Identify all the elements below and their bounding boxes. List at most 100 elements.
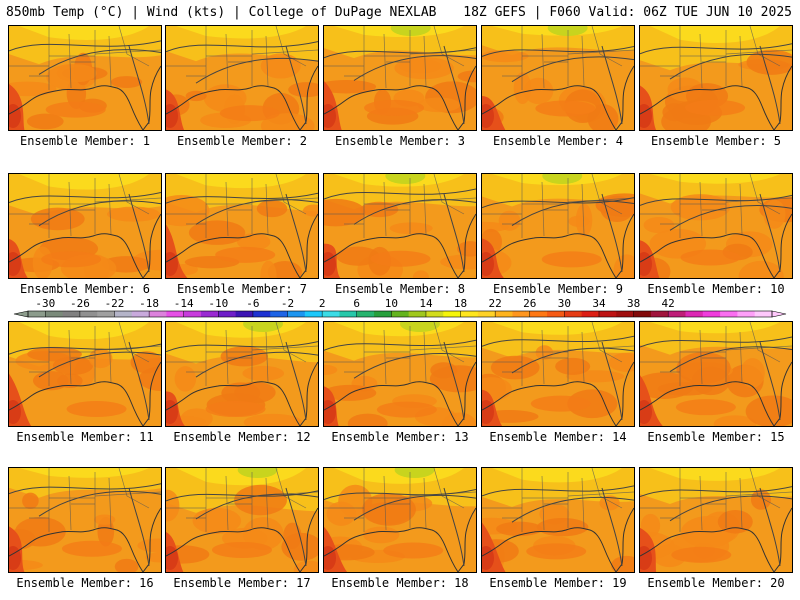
- colorbar-swatch: [45, 311, 64, 317]
- colorbar-swatch: [408, 311, 427, 317]
- colorbar-swatch: [425, 311, 444, 317]
- ensemble-member-map: [323, 321, 477, 427]
- colorbar-tick-label: -6: [246, 297, 259, 310]
- ensemble-member-map: [165, 467, 319, 573]
- ensemble-member-label: Ensemble Member: 14: [489, 430, 627, 444]
- colorbar-swatch: [512, 311, 531, 317]
- colorbar-swatch: [235, 311, 254, 317]
- colorbar-swatch: [131, 311, 150, 317]
- colorbar-swatch: [374, 311, 392, 317]
- colorbar-swatch: [547, 311, 565, 317]
- colorbar-tick-label: -26: [70, 297, 90, 310]
- colorbar-tick-label: -18: [139, 297, 159, 310]
- ensemble-member-map: [8, 173, 162, 279]
- ensemble-member-label: Ensemble Member: 18: [331, 576, 469, 590]
- ensemble-member-label: Ensemble Member: 5: [650, 134, 782, 148]
- colorbar-swatch: [495, 311, 513, 317]
- ensemble-member-map: [323, 467, 477, 573]
- colorbar-tick-label: 38: [627, 297, 640, 310]
- colorbar-swatch: [633, 311, 652, 317]
- colorbar-tick-label: 10: [385, 297, 398, 310]
- ensemble-member-map: [639, 321, 793, 427]
- ensemble-member-label: Ensemble Member: 6: [19, 282, 151, 296]
- ensemble-member-map: [165, 173, 319, 279]
- colorbar-swatch: [685, 311, 704, 317]
- ensemble-member-map: [165, 25, 319, 131]
- colorbar-swatch: [754, 311, 773, 317]
- colorbar-tick-label: -2: [281, 297, 294, 310]
- colorbar-swatch: [650, 311, 669, 317]
- ensemble-member-label: Ensemble Member: 13: [331, 430, 469, 444]
- ensemble-member-map: [323, 173, 477, 279]
- colorbar-tick-label: 6: [353, 297, 360, 310]
- colorbar-swatch: [616, 311, 635, 317]
- ensemble-member-map: [8, 321, 162, 427]
- colorbar-tick-label: -22: [105, 297, 125, 310]
- colorbar-swatch: [339, 311, 358, 317]
- ensemble-member-map: [481, 25, 635, 131]
- colorbar-swatch: [114, 311, 133, 317]
- colorbar-swatch: [304, 311, 323, 317]
- ensemble-member-map: [639, 25, 793, 131]
- colorbar-swatch: [477, 311, 496, 317]
- ensemble-member-label: Ensemble Member: 8: [334, 282, 466, 296]
- ensemble-member-map: [481, 321, 635, 427]
- colorbar-swatch: [287, 311, 306, 317]
- ensemble-member-label: Ensemble Member: 9: [492, 282, 624, 296]
- ensemble-member-label: Ensemble Member: 16: [16, 576, 154, 590]
- colorbar-swatch: [443, 311, 462, 317]
- colorbar-swatch: [149, 311, 167, 317]
- colorbar-tick-label: 30: [558, 297, 571, 310]
- ensemble-member-label: Ensemble Member: 11: [16, 430, 154, 444]
- colorbar-tick-label: 42: [662, 297, 675, 310]
- ensemble-member-label: Ensemble Member: 15: [647, 430, 785, 444]
- colorbar-tick-label: -10: [208, 297, 228, 310]
- ensemble-member-map: [639, 467, 793, 573]
- colorbar-swatch: [668, 311, 686, 317]
- ensemble-member-label: Ensemble Member: 1: [19, 134, 151, 148]
- ensemble-member-label: Ensemble Member: 19: [489, 576, 627, 590]
- ensemble-member-label: Ensemble Member: 4: [492, 134, 624, 148]
- colorbar-tick-label: 2: [319, 297, 326, 310]
- colorbar-tick-label: 14: [419, 297, 433, 310]
- colorbar-swatch: [564, 311, 583, 317]
- ensemble-member-label: Ensemble Member: 12: [173, 430, 311, 444]
- map-title: 850mb Temp (°C) | Wind (kts) | College o…: [6, 5, 437, 20]
- ensemble-member-label: Ensemble Member: 17: [173, 576, 311, 590]
- colorbar-tick-label: 22: [489, 297, 502, 310]
- ensemble-member-map: [481, 173, 635, 279]
- ensemble-member-map: [481, 467, 635, 573]
- colorbar-swatch: [183, 311, 202, 317]
- colorbar-tick-label: 34: [592, 297, 606, 310]
- colorbar-swatch: [79, 311, 98, 317]
- colorbar-tick-label: 26: [523, 297, 536, 310]
- temperature-colorbar: -30 -26 -22 -18 -14 -10 -6 -2 2 6 10 14 18 22 26 30 34 38…: [8, 297, 792, 323]
- colorbar-swatch: [598, 311, 617, 317]
- colorbar-swatch: [97, 311, 116, 317]
- colorbar-swatch: [62, 311, 81, 317]
- colorbar-swatch: [322, 311, 340, 317]
- colorbar-tick-label: 18: [454, 297, 467, 310]
- valid-time: 18Z GEFS | F060 Valid: 06Z TUE JUN 10 20…: [463, 5, 792, 20]
- ensemble-member-label: Ensemble Member: 10: [647, 282, 785, 296]
- colorbar-swatch: [201, 311, 219, 317]
- colorbar-swatch: [28, 311, 46, 317]
- ensemble-member-label: Ensemble Member: 7: [176, 282, 308, 296]
- colorbar-swatch: [356, 311, 375, 317]
- ensemble-member-map: [8, 467, 162, 573]
- colorbar-swatch: [270, 311, 289, 317]
- ensemble-member-map: [8, 25, 162, 131]
- colorbar-swatch: [581, 311, 600, 317]
- colorbar-swatch: [391, 311, 410, 317]
- colorbar-swatch: [529, 311, 548, 317]
- colorbar-swatch: [166, 311, 185, 317]
- colorbar-tick-label: -30: [35, 297, 55, 310]
- colorbar-tick-label: -14: [174, 297, 194, 310]
- colorbar-swatch: [702, 311, 721, 317]
- colorbar-swatch: [460, 311, 479, 317]
- colorbar-swatch: [218, 311, 237, 317]
- colorbar-swatch: [720, 311, 738, 317]
- ensemble-member-map: [323, 25, 477, 131]
- ensemble-member-map: [165, 321, 319, 427]
- ensemble-member-label: Ensemble Member: 20: [647, 576, 785, 590]
